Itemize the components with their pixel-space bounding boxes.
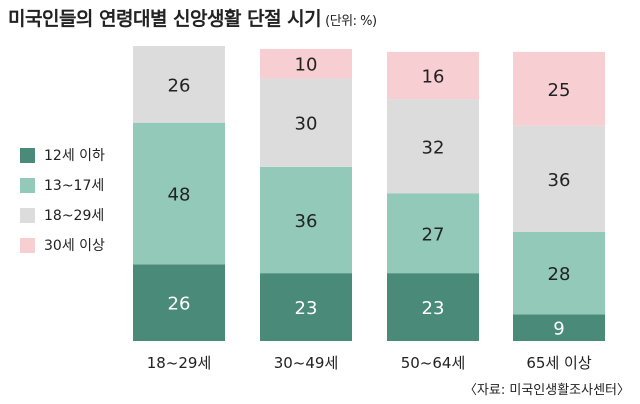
bar-segment (387, 51, 479, 100)
legend-label: 30세 이상 (44, 238, 105, 254)
legend-label: 13~17세 (44, 178, 105, 194)
source-note: 〈자료: 미국인생활조사센터〉 (463, 383, 630, 398)
data-label: 48 (168, 185, 191, 206)
legend-label: 18~29세 (44, 208, 105, 224)
bar-segment (260, 78, 352, 167)
legend-item: 30세 이상 (20, 230, 105, 260)
bar-segment (260, 48, 352, 79)
bar-segment (513, 314, 605, 341)
bar-segment (513, 125, 605, 232)
data-label: 23 (422, 298, 445, 319)
chart-title-block: 미국인들의 연령대별 신앙생활 단절 시기 (단위: %) (8, 4, 377, 31)
data-label: 32 (422, 137, 445, 158)
chart-unit: (단위: %) (325, 14, 377, 29)
data-label: 10 (295, 55, 318, 76)
data-label: 26 (168, 75, 191, 96)
legend-swatch (20, 207, 35, 223)
bar-segment (387, 193, 479, 274)
data-label: 9 (553, 319, 564, 340)
data-label: 30 (295, 114, 318, 135)
legend: 12세 이하 13~17세 18~29세 30세 이상 (20, 140, 105, 260)
x-tick-label: 30~49세 (274, 354, 339, 372)
legend-item: 18~29세 (20, 200, 105, 230)
data-label: 36 (295, 211, 318, 232)
data-label: 36 (548, 170, 571, 191)
legend-swatch (20, 237, 35, 253)
x-tick-label: 50~64세 (401, 354, 466, 372)
bar-segment (260, 166, 352, 274)
data-label: 27 (422, 224, 445, 245)
legend-item: 12세 이하 (20, 140, 105, 170)
data-label: 16 (422, 67, 445, 88)
x-tick-label: 65세 이상 (526, 354, 591, 372)
bar-segment (260, 273, 352, 341)
bar-segment (133, 46, 225, 123)
bar-segment (387, 99, 479, 194)
data-label: 25 (548, 80, 571, 101)
legend-item: 13~17세 (20, 170, 105, 200)
legend-swatch (20, 147, 35, 163)
bar-segment (513, 231, 605, 315)
legend-label: 12세 이하 (44, 148, 105, 164)
x-tick-label: 18~29세 (147, 354, 212, 372)
chart-title: 미국인들의 연령대별 신앙생활 단절 시기 (8, 8, 322, 30)
legend-swatch (20, 177, 35, 193)
bar-segment (133, 264, 225, 341)
data-label: 23 (295, 298, 318, 319)
data-label: 26 (168, 294, 191, 315)
data-label: 28 (548, 264, 571, 285)
bar-segment (513, 51, 605, 126)
bar-segment (133, 122, 225, 265)
bar-segment (387, 273, 479, 341)
